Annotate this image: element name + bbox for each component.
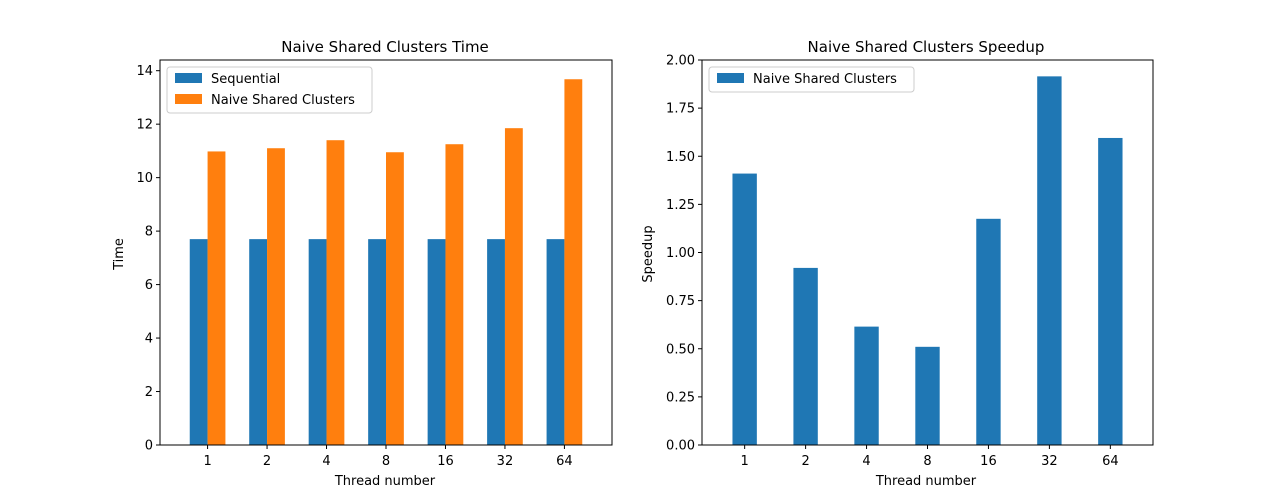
bar-naive-shared-clusters-16 <box>976 218 1001 445</box>
bar-naive-shared-clusters-32 <box>1037 76 1062 446</box>
legend-swatch <box>175 94 202 104</box>
y-tick-label: 10 <box>136 171 153 186</box>
y-tick-label: 14 <box>136 64 153 79</box>
y-tick-label: 8 <box>145 225 153 240</box>
chart-title: Naive Shared Clusters Time <box>281 38 489 56</box>
bar-naive-shared-clusters-8 <box>386 152 404 446</box>
bar-sequential-16 <box>427 239 446 445</box>
bar-naive-shared-clusters-4 <box>854 326 879 445</box>
bar-naive-shared-clusters-16 <box>445 144 464 445</box>
x-axis-label: Thread number <box>875 474 977 489</box>
bar-naive-shared-clusters-32 <box>504 128 523 445</box>
x-tick-label: 64 <box>556 454 573 469</box>
legend: Naive Shared Clusters <box>708 66 915 93</box>
bar-naive-shared-clusters-1 <box>207 151 226 445</box>
chart-speedup: Naive Shared Clusters Speedup Thread num… <box>641 38 1154 489</box>
y-axis-label: Speedup <box>641 225 656 282</box>
bar-naive-shared-clusters-4 <box>326 140 345 445</box>
bar-naive-shared-clusters-8 <box>915 346 940 445</box>
y-tick-label: 6 <box>145 278 153 293</box>
y-axis-label: Time <box>112 238 127 271</box>
y-tick-label: 4 <box>145 332 153 347</box>
y-axis-ticks: 0.00 0.25 0.50 0.75 1.00 1.25 1.50 1.75 2.00 <box>666 54 702 454</box>
bars-layer <box>189 79 583 446</box>
bar-naive-shared-clusters-64 <box>1098 137 1123 445</box>
x-tick-label: 2 <box>801 454 809 469</box>
bar-naive-shared-clusters-2 <box>793 267 818 445</box>
y-tick-label: 1.75 <box>666 102 695 117</box>
y-tick-label: 0.00 <box>666 439 695 454</box>
x-tick-label: 16 <box>437 454 454 469</box>
x-tick-label: 32 <box>1041 454 1058 469</box>
y-tick-label: 0.50 <box>666 342 695 357</box>
y-tick-label: 1.00 <box>666 246 695 261</box>
legend-swatch <box>175 73 202 83</box>
x-tick-label: 8 <box>923 454 931 469</box>
y-tick-label: 0.75 <box>666 294 695 309</box>
y-tick-label: 0.25 <box>666 390 695 405</box>
legend-box <box>708 66 915 93</box>
x-tick-label: 32 <box>497 454 514 469</box>
chart-title: Naive Shared Clusters Speedup <box>808 38 1045 56</box>
bar-sequential-8 <box>368 239 386 445</box>
legend-box <box>166 66 373 114</box>
bar-sequential-1 <box>189 239 208 445</box>
y-tick-label: 1.50 <box>666 150 695 165</box>
legend-label: Sequential <box>211 72 280 87</box>
x-axis-label: Thread number <box>334 474 436 489</box>
y-tick-label: 1.25 <box>666 198 695 213</box>
bar-naive-shared-clusters-1 <box>732 173 757 445</box>
bar-naive-shared-clusters-2 <box>267 148 285 446</box>
chart-time: Naive Shared Clusters Time Thread number… <box>112 38 613 489</box>
x-tick-label: 64 <box>1102 454 1119 469</box>
x-tick-label: 16 <box>980 454 997 469</box>
legend: Sequential Naive Shared Clusters <box>166 66 373 114</box>
x-tick-label: 4 <box>862 454 870 469</box>
bar-sequential-4 <box>308 239 327 445</box>
x-tick-label: 4 <box>322 454 330 469</box>
x-tick-label: 2 <box>263 454 271 469</box>
y-tick-label: 0 <box>145 439 153 454</box>
x-tick-label: 1 <box>741 454 749 469</box>
bar-sequential-2 <box>249 239 268 445</box>
bars-layer <box>732 76 1123 446</box>
y-axis-ticks: 0 2 4 6 8 10 12 14 <box>136 64 160 454</box>
y-tick-label: 12 <box>136 118 153 133</box>
legend-label: Naive Shared Clusters <box>211 93 355 108</box>
legend-swatch <box>717 73 744 83</box>
y-tick-label: 2 <box>145 385 153 400</box>
x-tick-label: 8 <box>382 454 390 469</box>
legend-label: Naive Shared Clusters <box>753 72 897 87</box>
x-axis-ticks: 1 2 4 8 16 32 64 <box>741 445 1119 469</box>
bar-sequential-32 <box>487 239 505 445</box>
x-tick-label: 1 <box>203 454 211 469</box>
bar-naive-shared-clusters-64 <box>564 79 583 445</box>
y-tick-label: 2.00 <box>666 54 695 69</box>
bar-sequential-64 <box>546 239 565 445</box>
x-axis-ticks: 1 2 4 8 16 32 64 <box>203 445 573 469</box>
